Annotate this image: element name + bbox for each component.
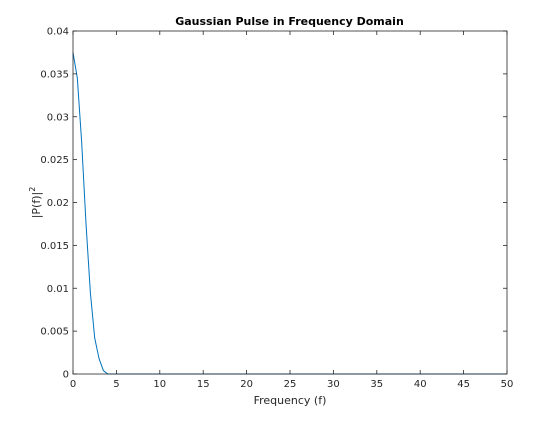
x-tick-label: 0 [70,379,76,390]
x-tick-label: 40 [414,379,427,390]
x-tick-label: 15 [197,379,210,390]
x-tick-label: 10 [153,379,166,390]
x-tick-label: 30 [327,379,340,390]
y-axis-label: |P(f)|2 [28,187,43,219]
x-axis-label: Frequency (f) [254,394,327,407]
y-tick-label: 0.03 [47,112,69,123]
y-axis-label-main: |P(f)| [30,192,43,219]
y-tick-label: 0.02 [47,198,69,209]
y-tick-label: 0.01 [47,284,69,295]
plot-box [72,30,508,375]
y-tick-label: 0.035 [40,69,69,80]
y-axis-label-superscript: 2 [28,187,37,192]
x-tick-label: 50 [501,379,514,390]
x-tick-label: 45 [457,379,470,390]
y-tick-label: 0 [63,370,69,381]
x-tick-label: 5 [113,379,119,390]
x-tick-label: 20 [240,379,253,390]
y-tick-label: 0.04 [47,27,69,38]
y-tick-label: 0.005 [40,327,69,338]
ticks-layer: 0 5 10 15 20 25 30 35 40 45 50 0 0.005 0.01 0.015 0.02 0… [40,27,513,391]
plot-area [73,31,507,374]
x-tick-label: 25 [284,379,297,390]
x-tick-label: 35 [370,379,383,390]
chart-title: Gaussian Pulse in Frequency Domain [175,15,404,28]
y-tick-label: 0.015 [40,241,69,252]
y-axis-label-group: |P(f)|2 [28,187,43,219]
y-tick-label: 0.025 [40,155,69,166]
